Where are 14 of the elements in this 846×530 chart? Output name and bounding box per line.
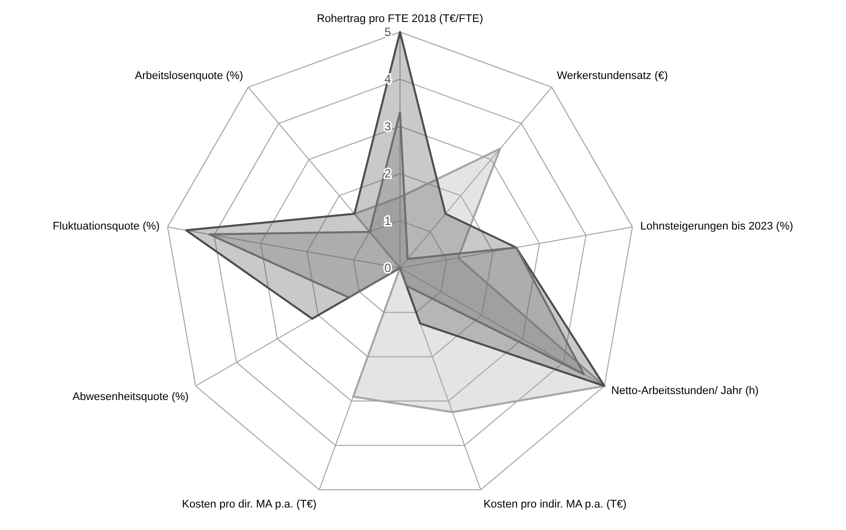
y-tick-label: 1 [384,214,392,228]
spoke-label: Werkerstundensatz (€) [556,70,668,82]
y-tick-label: 3 [384,119,392,134]
spoke-label: Arbeitslosenquote (%) [134,70,244,82]
spoke-label: Rohertrag pro FTE 2018 (T€/FTE) [316,13,484,25]
spoke-label: Kosten pro dir. MA p.a. (T€) [182,498,317,510]
y-tick-label: 2 [384,166,392,181]
y-tick-label: 0 [384,261,392,275]
spoke-label: Fluktuationsquote (%) [52,220,160,233]
y-tick-label: 5 [384,25,392,39]
spoke-label: Abwesenheitsquote (%) [72,391,189,403]
spoke-label: Lohnsteigerungen bis 2023 (%) [640,220,794,233]
spoke-label: Netto-Arbeitsstunden/ Jahr (h) [611,385,759,397]
spoke-label: Kosten pro indir. MA p.a. (T€) [483,498,627,510]
